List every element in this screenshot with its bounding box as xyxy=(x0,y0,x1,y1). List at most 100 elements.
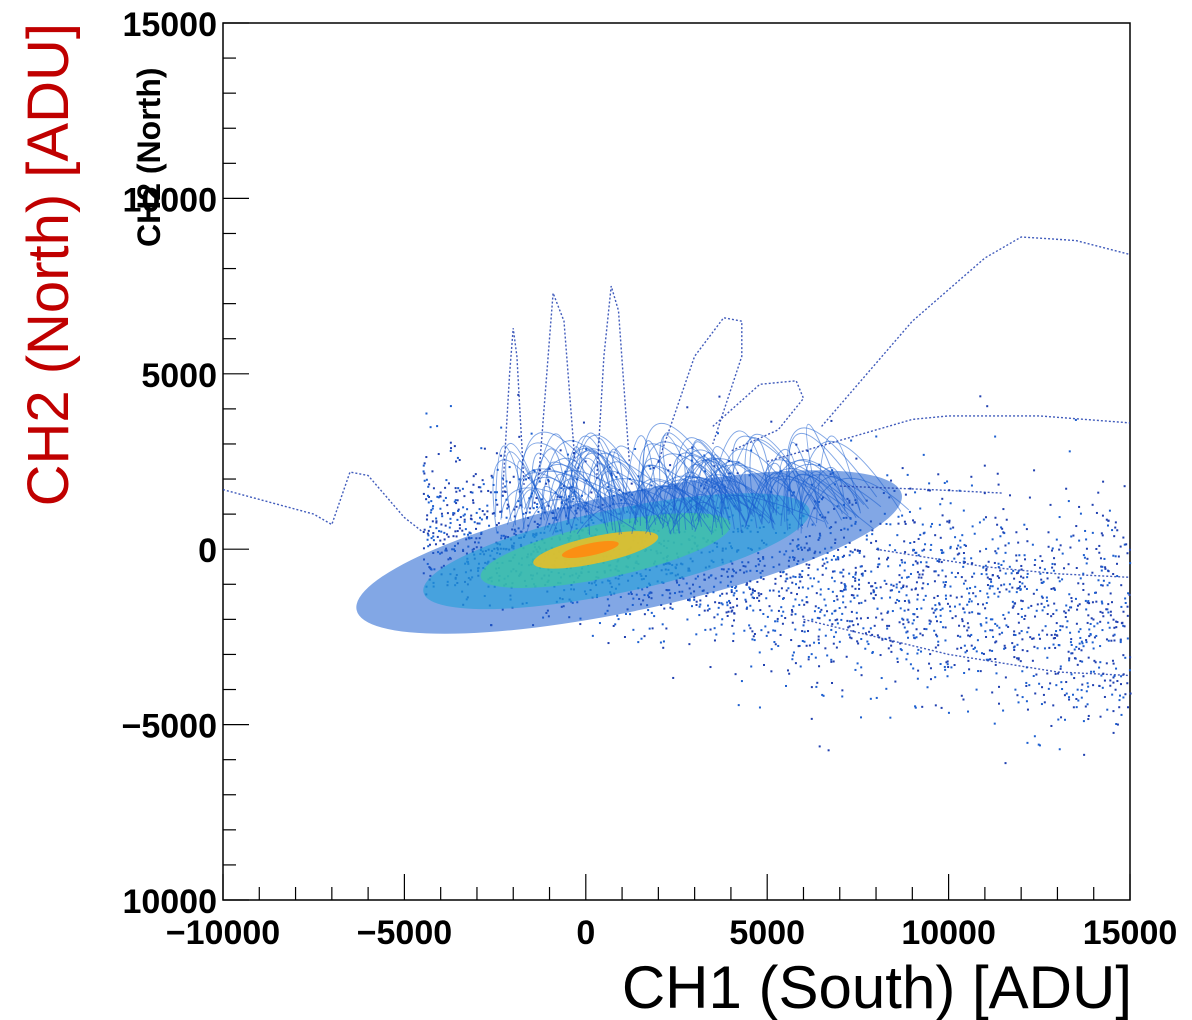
density-point xyxy=(860,601,863,604)
density-point xyxy=(873,624,876,627)
density-point xyxy=(986,405,989,408)
density-point xyxy=(989,618,992,621)
density-point xyxy=(1028,496,1031,499)
density-point xyxy=(925,561,928,564)
density-point xyxy=(867,581,870,584)
density-point xyxy=(1111,601,1114,604)
density-point xyxy=(469,491,472,494)
density-point xyxy=(1112,573,1115,576)
density-point xyxy=(1065,487,1068,490)
density-point xyxy=(988,649,991,652)
density-point xyxy=(1005,624,1008,627)
density-point xyxy=(1058,748,1061,751)
density-point xyxy=(446,533,449,536)
streak-layer xyxy=(222,236,1131,677)
streak-track xyxy=(537,292,576,480)
density-point xyxy=(669,464,672,467)
density-point xyxy=(535,497,538,500)
density-point xyxy=(1105,662,1108,665)
density-point xyxy=(1053,633,1056,636)
density-point xyxy=(898,574,901,577)
density-point xyxy=(1109,614,1112,617)
density-point xyxy=(429,511,432,514)
density-point xyxy=(506,503,509,506)
density-point xyxy=(1067,650,1070,653)
density-point xyxy=(967,659,970,662)
density-point xyxy=(907,621,910,624)
density-point xyxy=(850,610,853,613)
density-point xyxy=(1067,563,1070,566)
density-point xyxy=(1063,610,1066,613)
density-point xyxy=(896,534,899,537)
density-point xyxy=(1005,518,1008,521)
density-point xyxy=(926,583,929,586)
density-point xyxy=(1114,555,1117,558)
density-point xyxy=(994,663,997,666)
density-point xyxy=(1097,579,1100,582)
density-point xyxy=(721,618,724,621)
density-point xyxy=(751,588,754,591)
density-point xyxy=(1107,621,1110,624)
density-point xyxy=(1057,718,1060,721)
density-point xyxy=(1087,714,1090,717)
density-point xyxy=(1093,659,1096,662)
density-point xyxy=(426,532,429,535)
density-point xyxy=(469,517,472,520)
density-point xyxy=(446,504,449,507)
density-point xyxy=(876,607,879,610)
density-point xyxy=(425,478,428,481)
density-point xyxy=(730,591,733,594)
density-point xyxy=(703,470,706,473)
density-point xyxy=(999,535,1002,538)
density-point xyxy=(1015,559,1018,562)
density-point xyxy=(869,697,872,700)
density-point xyxy=(962,607,965,610)
density-point xyxy=(449,449,452,452)
density-point xyxy=(422,464,425,467)
density-point xyxy=(834,619,837,622)
density-point xyxy=(439,491,442,494)
density-point xyxy=(907,636,910,639)
density-point xyxy=(956,553,959,556)
density-point xyxy=(849,600,852,603)
density-point xyxy=(803,640,806,643)
density-point xyxy=(785,573,788,576)
density-point xyxy=(964,651,967,654)
fan-track xyxy=(522,448,569,530)
density-point xyxy=(924,543,927,546)
density-point xyxy=(478,508,481,511)
density-point xyxy=(919,632,922,635)
fan-track xyxy=(597,438,633,521)
density-point xyxy=(929,667,932,670)
density-point xyxy=(1095,600,1098,603)
density-point xyxy=(1126,552,1129,555)
density-point xyxy=(963,644,966,647)
density-point xyxy=(959,539,962,542)
density-point xyxy=(938,602,941,605)
density-point xyxy=(476,522,479,525)
density-point xyxy=(494,491,497,494)
density-point xyxy=(840,618,843,621)
density-point xyxy=(1043,701,1046,704)
density-point xyxy=(935,608,938,611)
density-point xyxy=(669,606,672,609)
density-point xyxy=(1021,638,1024,641)
density-point xyxy=(1112,731,1115,734)
density-point xyxy=(422,470,425,473)
density-point xyxy=(442,543,445,546)
fan-track xyxy=(645,500,693,534)
density-point xyxy=(1052,643,1055,646)
density-point xyxy=(732,640,735,643)
density-point xyxy=(1126,706,1129,709)
density-point xyxy=(1091,531,1094,534)
density-point xyxy=(709,666,712,669)
density-point xyxy=(1112,618,1115,621)
density-point xyxy=(1059,625,1062,628)
density-point xyxy=(946,663,949,666)
density-point xyxy=(1082,572,1085,575)
density-point xyxy=(688,598,691,601)
density-point xyxy=(1068,659,1071,662)
density-point xyxy=(1032,637,1035,640)
density-point xyxy=(902,584,905,587)
fan-track xyxy=(775,457,804,516)
